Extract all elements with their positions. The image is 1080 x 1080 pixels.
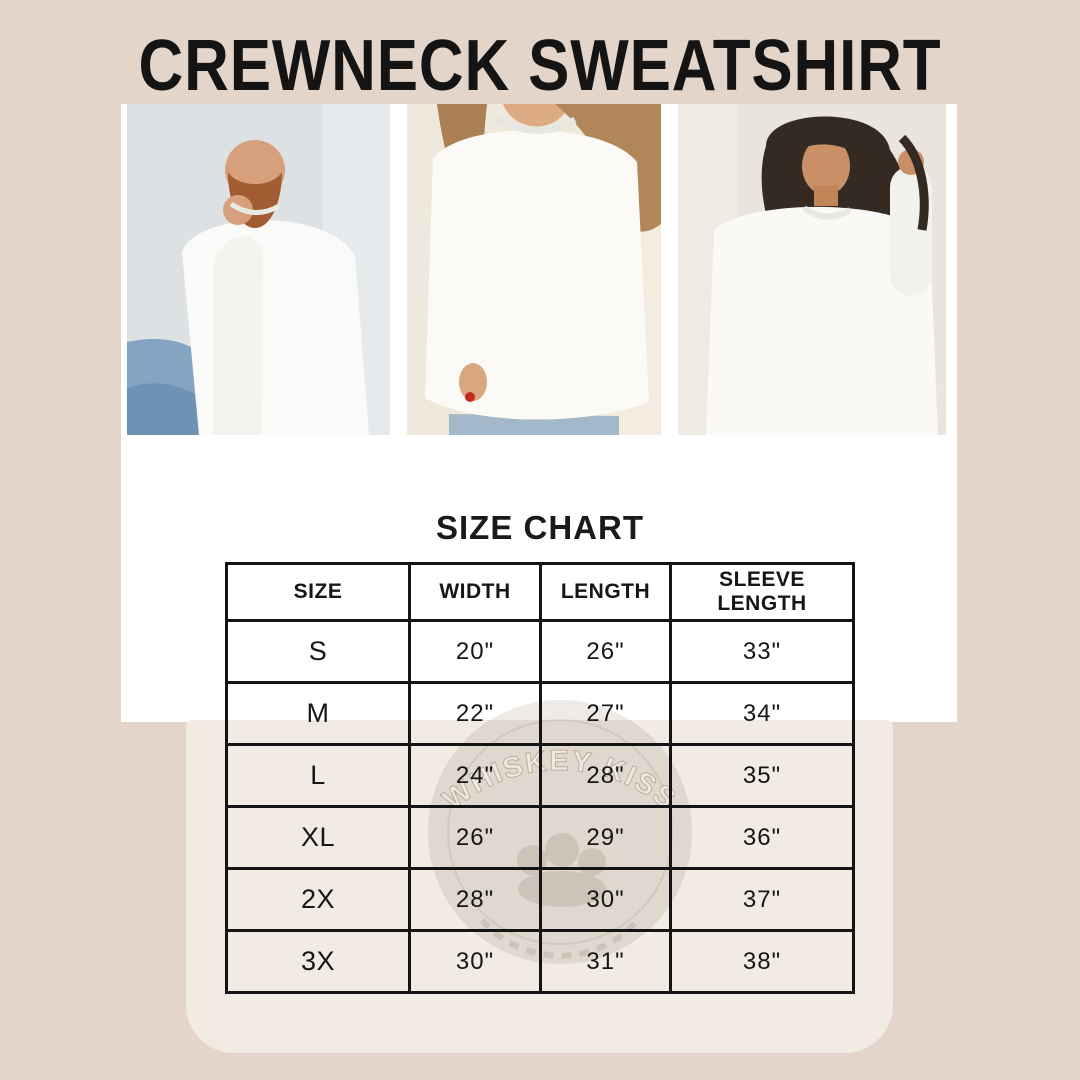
photo-man-illustration (127, 104, 390, 435)
photo-woman-dark-hair-crewneck (678, 104, 946, 435)
width-cell: 30" (408, 929, 542, 994)
size-cell: 3X (225, 929, 411, 994)
table-row-2x: 2X 28" 30" 37" (225, 867, 855, 932)
width-cell: 22" (408, 681, 542, 746)
table-row-m: M 22" 27" 34" (225, 681, 855, 746)
size-cell: M (225, 681, 411, 746)
size-cell: L (225, 743, 411, 808)
size-cell: S (225, 619, 411, 684)
length-cell: 30" (539, 867, 672, 932)
width-cell: 24" (408, 743, 542, 808)
length-cell: 31" (539, 929, 672, 994)
length-cell: 29" (539, 805, 672, 870)
photo-woman-illustration (407, 104, 661, 435)
size-cell: 2X (225, 867, 411, 932)
table-row-l: L 24" 28" 35" (225, 743, 855, 808)
sleeve-cell: 35" (669, 743, 855, 808)
col-header-size: SIZE (225, 562, 411, 622)
size-cell: XL (225, 805, 411, 870)
table-row-3x: 3X 30" 31" 38" (225, 929, 855, 994)
header-row: SIZE WIDTH LENGTH SLEEVE LENGTH (225, 562, 855, 622)
table-row-xl: XL 26" 29" 36" (225, 805, 855, 870)
length-cell: 28" (539, 743, 672, 808)
photo-man-white-crewneck (127, 104, 390, 435)
width-cell: 20" (408, 619, 542, 684)
col-header-width: WIDTH (408, 562, 542, 622)
sleeve-cell: 34" (669, 681, 855, 746)
sleeve-cell: 33" (669, 619, 855, 684)
width-cell: 26" (408, 805, 542, 870)
length-cell: 26" (539, 619, 672, 684)
sleeve-cell: 37" (669, 867, 855, 932)
size-chart-table: SIZE WIDTH LENGTH SLEEVE LENGTH S 20" 26… (225, 562, 855, 994)
col-header-sleeve-length: SLEEVE LENGTH (669, 562, 855, 622)
sleeve-cell: 38" (669, 929, 855, 994)
sleeve-cell: 36" (669, 805, 855, 870)
photo-woman-oversized-crewneck (407, 104, 661, 435)
length-cell: 27" (539, 681, 672, 746)
table-row-s: S 20" 26" 33" (225, 619, 855, 684)
size-chart-heading: SIZE CHART (436, 509, 644, 546)
page-title: CREWNECK SWEATSHIRT (138, 26, 942, 106)
photo-woman-dark-hair-illustration (678, 104, 946, 435)
width-cell: 28" (408, 867, 542, 932)
col-header-length: LENGTH (539, 562, 672, 622)
